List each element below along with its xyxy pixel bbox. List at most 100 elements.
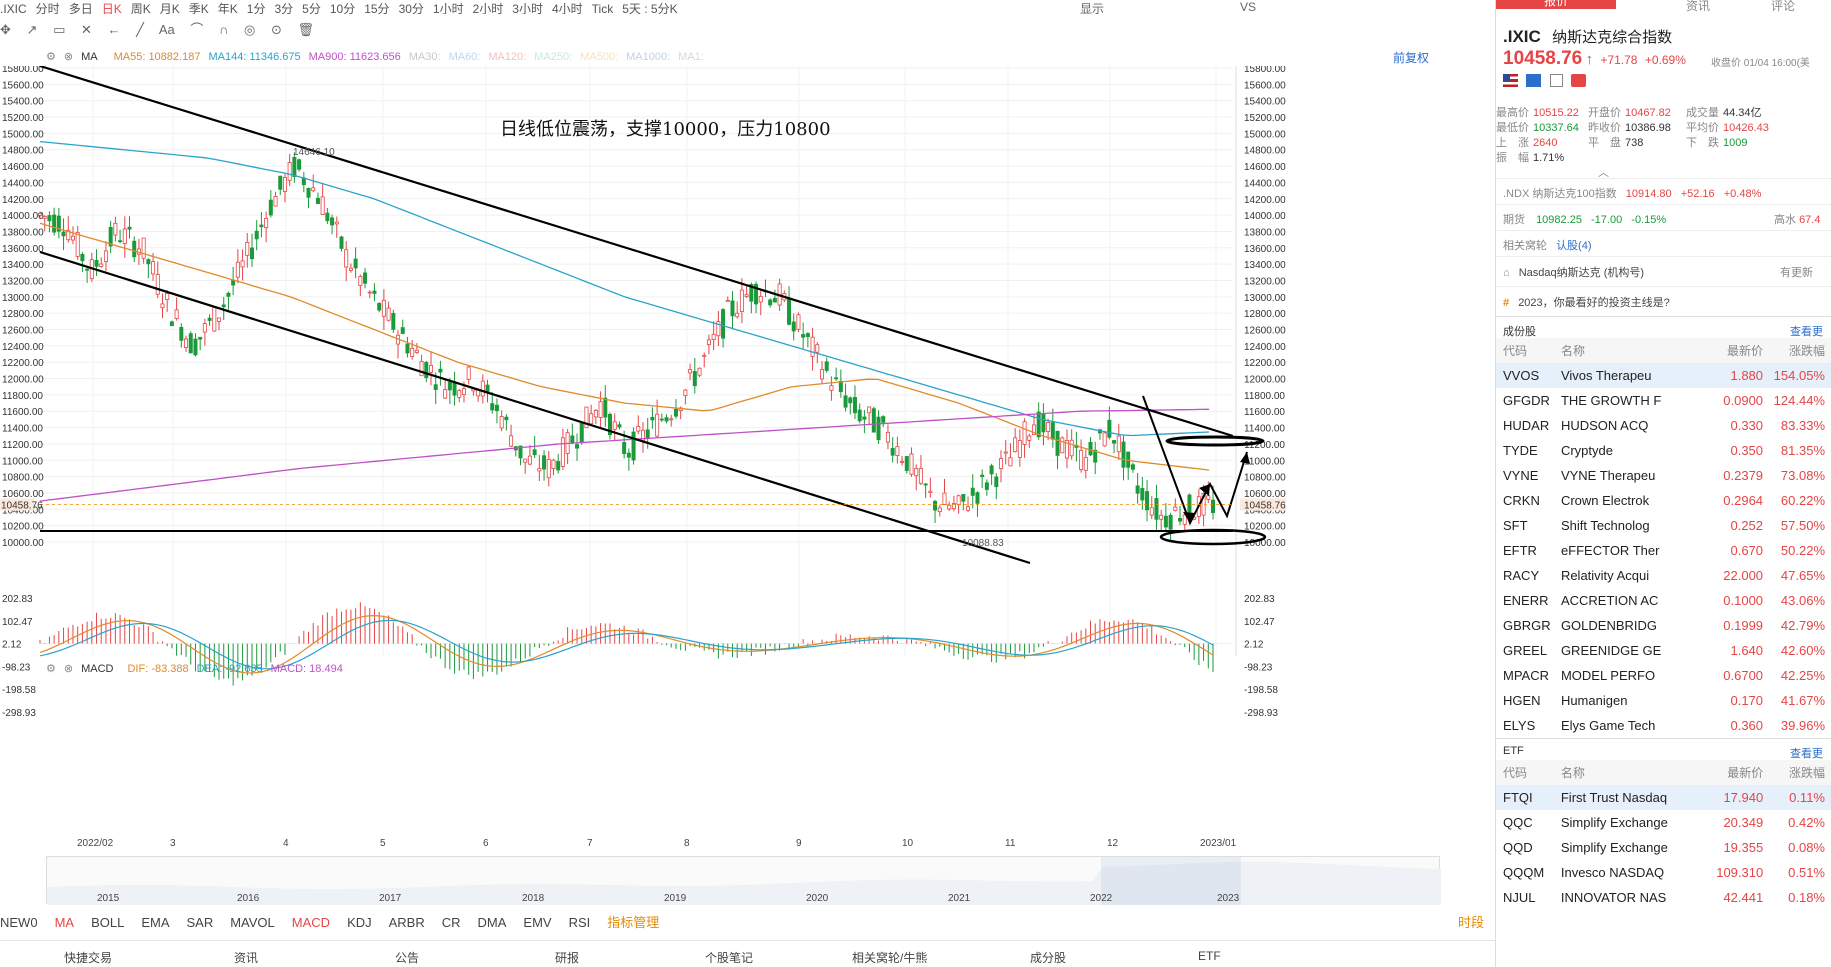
period-8[interactable]: 1分 xyxy=(246,2,266,14)
line-tool-icon[interactable]: ╱ xyxy=(136,22,144,37)
arrow-left-icon[interactable]: ← xyxy=(107,22,121,37)
cross-tool-icon[interactable]: ✕ xyxy=(80,22,92,37)
indicator-5[interactable]: MAVOL xyxy=(230,915,275,930)
components-row[interactable]: GREEL GREENIDGE GE 1.640 42.60% xyxy=(1496,638,1831,663)
period-17[interactable]: 4小时 xyxy=(551,2,583,14)
lock-icon[interactable]: ⊙ xyxy=(270,22,282,37)
period-0[interactable]: .IXIC xyxy=(0,2,27,14)
period-5[interactable]: 月K xyxy=(159,2,180,14)
quote-tab-1[interactable]: 资讯 xyxy=(1686,0,1711,13)
collapse-icon[interactable]: ︿ xyxy=(1598,167,1609,179)
time-share-button[interactable]: 时段 xyxy=(1458,915,1485,930)
components-row[interactable]: VVOS Vivos Therapeu 1.880 154.05% xyxy=(1496,363,1831,388)
period-19[interactable]: 5天 : 5分K xyxy=(622,2,678,14)
quote-tab-2[interactable]: 评论 xyxy=(1771,0,1796,13)
components-more[interactable]: 查看更 xyxy=(1790,326,1823,338)
components-row[interactable]: MPACR MODEL PERFO 0.6700 42.25% xyxy=(1496,663,1831,688)
components-row[interactable]: RACY Relativity Acqui 22.000 47.65% xyxy=(1496,563,1831,588)
macd-close-icon[interactable]: ⊗ xyxy=(63,663,74,675)
bottom-tab-7[interactable]: ETF xyxy=(1198,949,1221,963)
period-16[interactable]: 3小时 xyxy=(512,2,543,14)
period-10[interactable]: 5分 xyxy=(302,2,321,14)
trash-icon[interactable]: 🗑 xyxy=(297,22,315,37)
bottom-tab-1[interactable]: 资讯 xyxy=(234,951,259,965)
components-row[interactable]: VYNE VYNE Therapeu 0.2379 73.08% xyxy=(1496,463,1831,488)
indicator-12[interactable]: RSI xyxy=(568,915,591,930)
indicator-2[interactable]: BOLL xyxy=(91,915,125,930)
components-row[interactable]: HGEN Humanigen 0.170 41.67% xyxy=(1496,688,1831,713)
components-row[interactable]: TYDE Cryptyde 0.350 81.35% xyxy=(1496,438,1831,463)
eye-icon[interactable]: ◎ xyxy=(244,22,256,37)
page-icon[interactable] xyxy=(1549,74,1563,87)
range-navigator[interactable]: 2015 2016 2017 2018 2019 2020 2021 2022 2023 xyxy=(46,856,1441,905)
period-13[interactable]: 30分 xyxy=(398,2,424,14)
indicator-6[interactable]: MACD xyxy=(291,915,331,930)
components-row[interactable]: CRKN Crown Electrok 0.2964 60.22% xyxy=(1496,488,1831,513)
period-9[interactable]: 3分 xyxy=(274,2,294,14)
bottom-tab-3[interactable]: 研报 xyxy=(555,951,580,965)
magnet-icon[interactable]: ∩ xyxy=(219,22,229,37)
text-tool-icon[interactable]: Aa xyxy=(158,22,175,37)
price-chart[interactable]: 15800.00 15800.00 15600.00 15600.00 15400.00… xyxy=(0,64,1495,836)
indicator-8[interactable]: ARBR xyxy=(388,915,425,930)
bottom-tab-5[interactable]: 相关窝轮/牛熊 xyxy=(852,951,928,965)
macd-settings-icon[interactable]: ⚙ xyxy=(46,663,56,675)
components-row[interactable]: SFT Shift Technolog 0.252 57.50% xyxy=(1496,513,1831,538)
close-indicator-icon[interactable]: ⊗ xyxy=(63,51,74,63)
toolbar-right-0[interactable]: 显示 xyxy=(1080,2,1105,16)
period-15[interactable]: 2小时 xyxy=(472,2,504,14)
bottom-tab-2[interactable]: 公告 xyxy=(395,951,420,965)
indicator-1[interactable]: MA xyxy=(54,915,75,930)
period-7[interactable]: 年K xyxy=(217,2,238,14)
trade-icon[interactable] xyxy=(1526,74,1542,87)
ndx-name[interactable]: .NDX 纳斯达克100指数 xyxy=(1503,188,1617,200)
macd-label[interactable]: MACD xyxy=(81,663,114,675)
toolbar-right-1[interactable]: VS xyxy=(1240,0,1257,14)
etf-row[interactable]: QQQM Invesco NASDAQ 109.310 0.51% xyxy=(1496,860,1831,885)
components-row[interactable]: ENERR ACCRETION AC 0.1000 43.06% xyxy=(1496,588,1831,613)
period-2[interactable]: 多日 xyxy=(68,2,93,14)
indicator-10[interactable]: DMA xyxy=(477,915,507,930)
settings-icon[interactable]: ⚙ xyxy=(46,51,56,63)
components-row[interactable]: ELYS Elys Game Tech 0.360 39.96% xyxy=(1496,713,1831,738)
indicator-11[interactable]: EMV xyxy=(523,915,552,930)
adjust-mode-button[interactable]: 前复权 xyxy=(1393,51,1430,65)
etf-more[interactable]: 查看更 xyxy=(1790,748,1823,760)
ruler-icon[interactable]: ⌒ xyxy=(190,22,204,37)
period-11[interactable]: 10分 xyxy=(329,2,356,14)
crosshair-icon[interactable]: ✥ xyxy=(0,22,11,37)
bottom-tab-6[interactable]: 成分股 xyxy=(1030,951,1067,965)
indicator-9[interactable]: CR xyxy=(441,915,461,930)
news-item-1[interactable]: ⌂ Nasdaq纳斯达克 (机构号) 有更新 xyxy=(1496,256,1831,286)
period-3[interactable]: 日K xyxy=(101,2,122,14)
favorite-icon[interactable] xyxy=(1571,74,1587,87)
etf-row[interactable]: QQD Simplify Exchange 19.355 0.08% xyxy=(1496,835,1831,860)
components-row[interactable]: GBRGR GOLDENBRIDG 0.1999 42.79% xyxy=(1496,613,1831,638)
quote-tab-0[interactable]: 报价 xyxy=(1496,0,1616,9)
indicator-7[interactable]: KDJ xyxy=(347,915,372,930)
components-row[interactable]: GFGDR THE GROWTH F 0.0900 124.44% xyxy=(1496,388,1831,413)
rect-tool-icon[interactable]: ▭ xyxy=(53,22,66,37)
period-4[interactable]: 周K xyxy=(130,2,151,14)
bottom-tab-0[interactable]: 快捷交易 xyxy=(64,951,113,965)
move-icon[interactable]: ↗ xyxy=(26,22,38,37)
period-6[interactable]: 季K xyxy=(188,2,209,14)
etf-row[interactable]: NJUL INNOVATOR NAS 42.441 0.18% xyxy=(1496,885,1831,910)
indicator-4[interactable]: SAR xyxy=(186,915,214,930)
period-1[interactable]: 分时 xyxy=(35,2,60,14)
etf-row[interactable]: FTQI First Trust Nasdaq 17.940 0.11% xyxy=(1496,785,1831,810)
etf-row[interactable]: QQC Simplify Exchange 20.349 0.42% xyxy=(1496,810,1831,835)
warrants-link[interactable]: 认股(4) xyxy=(1556,240,1592,252)
bottom-tab-4[interactable]: 个股笔记 xyxy=(705,951,754,965)
components-row[interactable]: HUDAR HUDSON ACQ 0.330 83.33% xyxy=(1496,413,1831,438)
indicator-manage-button[interactable]: 指标管理 xyxy=(607,915,660,930)
ma-label[interactable]: MA xyxy=(81,51,98,63)
candle-body xyxy=(1060,437,1065,454)
period-14[interactable]: 1小时 xyxy=(432,2,464,14)
indicator-3[interactable]: EMA xyxy=(141,915,170,930)
period-12[interactable]: 15分 xyxy=(364,2,390,14)
news-item-2[interactable]: # 2023，你最看好的投资主线是? xyxy=(1496,286,1831,316)
indicator-0[interactable]: NEW0 xyxy=(0,915,38,930)
components-row[interactable]: EFTR eFFECTOR Ther 0.670 50.22% xyxy=(1496,538,1831,563)
period-18[interactable]: Tick xyxy=(591,2,614,14)
